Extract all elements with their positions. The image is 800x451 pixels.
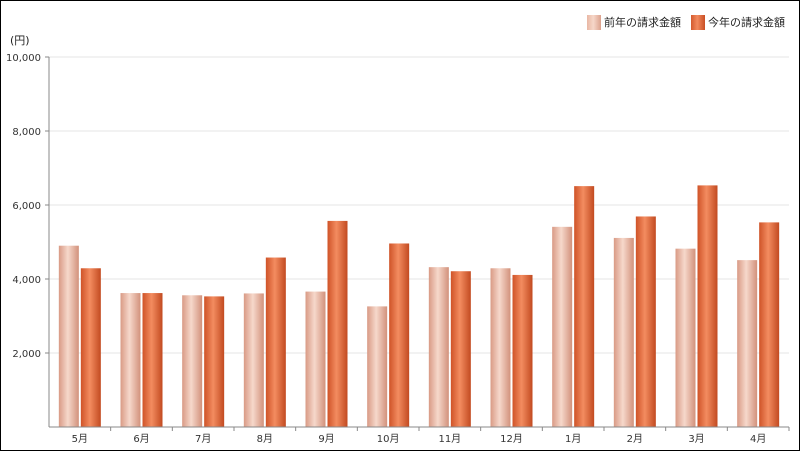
x-tick-label: 12月 xyxy=(500,433,523,445)
y-tick-label: 8,000 xyxy=(12,127,41,138)
bar-previous-year xyxy=(737,260,758,427)
x-tick-label: 6月 xyxy=(133,433,149,445)
bar-current-year xyxy=(389,243,410,427)
grid-lines xyxy=(49,56,789,354)
x-tick-label: 2月 xyxy=(627,433,643,445)
bar-previous-year xyxy=(243,293,264,427)
bar-current-year xyxy=(635,216,656,427)
bar-previous-year xyxy=(367,306,388,427)
y-tick-label: 4,000 xyxy=(12,275,41,286)
bar-current-year xyxy=(697,185,718,427)
x-tick-label: 11月 xyxy=(438,433,461,445)
y-tick-label: 2,000 xyxy=(12,349,41,360)
legend-item-current: 今年の請求金額 xyxy=(691,14,785,30)
x-tick-label: 4月 xyxy=(750,433,766,445)
bar-current-year xyxy=(265,257,286,427)
legend-item-previous: 前年の請求金額 xyxy=(587,14,681,30)
y-axis-ticks: 2,000 4,000 6,000 8,000 10,000 xyxy=(6,53,49,360)
legend-label-previous: 前年の請求金額 xyxy=(604,16,681,29)
y-tick-label: 6,000 xyxy=(12,201,41,212)
legend-swatch-current xyxy=(691,14,705,30)
bar-previous-year xyxy=(305,291,326,427)
bar-previous-year xyxy=(120,293,141,427)
y-axis-unit-label: (円) xyxy=(10,34,30,47)
bar-previous-year xyxy=(552,226,573,427)
y-tick-label: 10,000 xyxy=(6,53,41,64)
bar-previous-year xyxy=(613,237,634,427)
bar-previous-year xyxy=(58,245,79,427)
x-tick-label: 1月 xyxy=(565,433,581,445)
bar-previous-year xyxy=(428,267,449,427)
bars xyxy=(58,185,780,427)
legend-swatch-previous xyxy=(587,14,601,30)
x-tick-label: 9月 xyxy=(318,433,334,445)
bar-current-year xyxy=(759,222,780,427)
bar-current-year xyxy=(512,274,533,427)
x-tick-label: 7月 xyxy=(195,433,211,445)
x-tick-label: 3月 xyxy=(688,433,704,445)
x-tick-label: 5月 xyxy=(72,433,88,445)
x-tick-label: 10月 xyxy=(377,433,400,445)
x-axis-ticks: 5月 6月 7月 8月 9月 10月 11月 12月 1月 2月 3月 4月 xyxy=(72,427,790,445)
bar-current-year xyxy=(574,186,595,427)
bar-current-year xyxy=(450,271,471,427)
bar-previous-year xyxy=(490,268,511,427)
bar-current-year xyxy=(80,268,101,427)
bar-current-year xyxy=(204,296,225,427)
axes xyxy=(48,57,789,428)
bar-current-year xyxy=(327,220,348,427)
legend-label-current: 今年の請求金額 xyxy=(708,16,785,29)
bar-previous-year xyxy=(182,295,203,427)
chart-legend: 前年の請求金額 今年の請求金額 xyxy=(587,14,785,30)
x-tick-label: 8月 xyxy=(257,433,273,445)
bar-previous-year xyxy=(675,248,696,427)
bar-current-year xyxy=(142,293,163,427)
